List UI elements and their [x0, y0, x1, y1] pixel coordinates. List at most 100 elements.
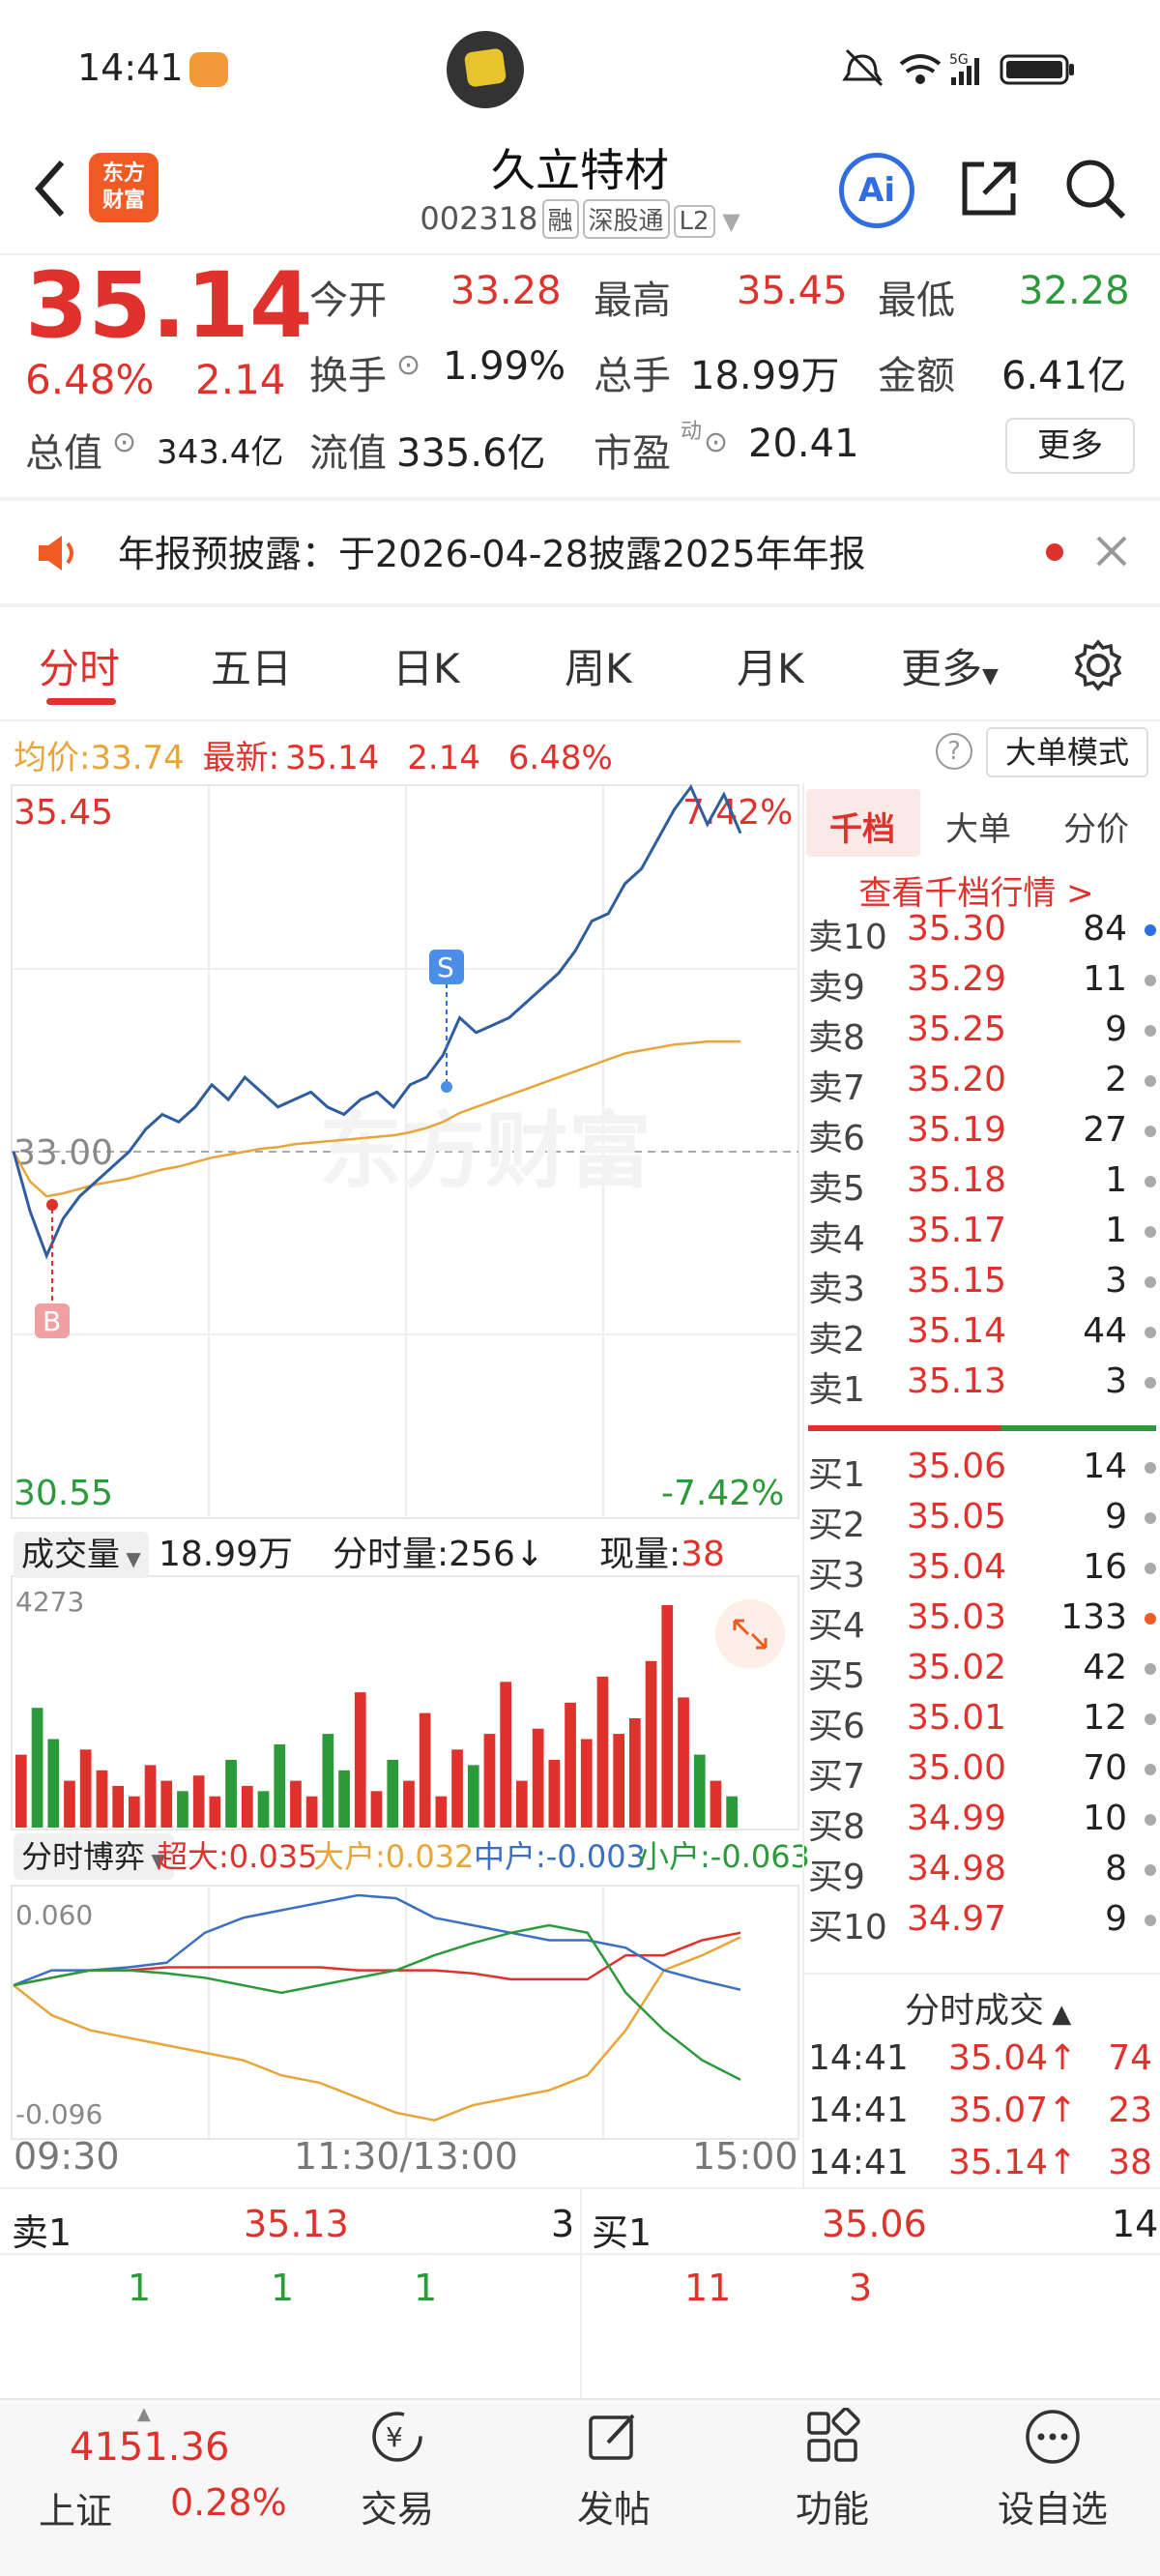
volume-bar [629, 1718, 641, 1828]
bottom-bar [0, 2398, 1160, 2576]
ask-row[interactable]: 卖1 35.13 3 [808, 1361, 1156, 1412]
back-icon[interactable] [27, 155, 75, 222]
big-label: 大户: [313, 1838, 386, 1875]
gear-icon[interactable] [1071, 638, 1125, 692]
tab-monthly-k[interactable]: 月K [737, 645, 804, 692]
volume-bar [548, 1760, 561, 1828]
info-dots-icon[interactable]: ⊙ [396, 348, 421, 382]
bid-row[interactable]: 买7 35.00 70 [808, 1748, 1156, 1799]
ask-row[interactable]: 卖5 35.18 1 [808, 1160, 1156, 1211]
tab-big-order[interactable]: 大单 [945, 810, 1011, 849]
help-icon[interactable]: ? [936, 733, 972, 770]
money-flow-select[interactable]: 分时博弈 ▼ [14, 1833, 174, 1880]
ask-row[interactable]: 卖6 35.19 27 [808, 1110, 1156, 1160]
sell-marker[interactable] [429, 950, 464, 984]
view-depth-link[interactable]: 查看千档行情 > [858, 874, 1094, 913]
bid-row[interactable]: 买10 34.97 9 [808, 1899, 1156, 1949]
buy-marker[interactable] [35, 1303, 70, 1338]
index-name[interactable]: 上证 [39, 2490, 113, 2532]
volume-bar [160, 1780, 173, 1828]
expand-button[interactable] [715, 1599, 785, 1669]
volume-bar [645, 1660, 657, 1828]
battery-icon [1000, 54, 1074, 85]
bid-price: 34.98 [907, 1849, 1007, 1888]
tab-more[interactable]: 更多▼ [901, 636, 999, 695]
amount-label: 金额 [878, 354, 955, 398]
triangle-down-icon[interactable]: ▼ [714, 208, 740, 235]
bid-level-label: 买9 [808, 1858, 865, 1897]
bid-row[interactable]: 买9 34.98 8 [808, 1849, 1156, 1899]
tab-5day[interactable]: 五日 [211, 645, 293, 692]
svg-text:¥: ¥ [386, 2421, 403, 2453]
ask-level-label: 卖4 [808, 1219, 865, 1259]
ask-row[interactable]: 卖3 35.15 3 [808, 1261, 1156, 1311]
ask-row[interactable]: 卖8 35.25 9 [808, 1010, 1156, 1060]
ask-price: 35.18 [907, 1160, 1007, 1200]
bid-row[interactable]: 买6 35.01 12 [808, 1698, 1156, 1748]
bid-row[interactable]: 买2 35.05 9 [808, 1497, 1156, 1547]
ai-button[interactable]: Ai [839, 153, 914, 228]
index-value[interactable]: 4151.36 [70, 2425, 230, 2470]
time-end: 15:00 [692, 2135, 798, 2178]
bid-price: 35.05 [907, 1497, 1007, 1537]
low-value: 32.28 [1019, 269, 1130, 313]
app-logo[interactable]: 东方 财富 [89, 153, 159, 222]
tab-intraday[interactable]: 分时 [39, 645, 121, 692]
trade-row[interactable]: 14:41 35.07↑ 23 [808, 2091, 1156, 2141]
info-dots-icon[interactable]: ⊙ [704, 425, 729, 459]
volume-bar [96, 1770, 108, 1828]
nav-post[interactable]: 发帖 [532, 2408, 696, 2532]
big-order-mode-button[interactable]: 大单模式 [986, 727, 1148, 777]
stock-code-row: 002318 融深股通 L2 ▼ [0, 199, 1160, 239]
tab-price-dist[interactable]: 分价 [1063, 810, 1129, 849]
bid-row[interactable]: 买1 35.06 14 [808, 1447, 1156, 1497]
money-flow-selector-label: 分时博弈 [21, 1838, 146, 1875]
share-icon[interactable] [955, 155, 1023, 222]
volume-bar [129, 1796, 140, 1828]
mid-label: 中户: [474, 1838, 546, 1875]
volume-indicator-select[interactable]: 成交量 ▼ [14, 1532, 149, 1578]
volume-bar [192, 1775, 205, 1828]
intraday-chart[interactable]: 东方财富 35.45 7.42% 33.00 30.55 -7.42% S B … [0, 783, 802, 2185]
ask-row[interactable]: 卖4 35.17 1 [808, 1211, 1156, 1261]
bid-level-label: 买10 [808, 1908, 887, 1947]
ask-qty: 84 [1083, 909, 1127, 949]
ask-row[interactable]: 卖10 35.30 84 [808, 909, 1156, 959]
bid-row[interactable]: 买4 35.03 133 [808, 1597, 1156, 1648]
nav-function[interactable]: 功能 [750, 2407, 914, 2532]
tab-daily-k[interactable]: 日K [392, 645, 460, 692]
bid-level-label: 买6 [808, 1707, 865, 1746]
info-dots-icon[interactable]: ⊙ [112, 425, 137, 459]
trade-time: 14:41 [808, 2038, 909, 2078]
trade-row[interactable]: 14:41 35.14↑ 38 [808, 2143, 1156, 2193]
divider [0, 497, 1160, 501]
ask-row[interactable]: 卖7 35.20 2 [808, 1060, 1156, 1110]
nav-trade[interactable]: ¥ 交易 [315, 2408, 479, 2532]
triangle-up-icon: ▲ [1044, 2000, 1072, 2029]
bid-price: 35.04 [907, 1547, 1007, 1587]
more-button[interactable]: 更多 [1005, 418, 1135, 474]
pe-superscript: 动 [681, 420, 703, 444]
search-icon[interactable] [1061, 155, 1129, 222]
trade-time: 14:41 [808, 2091, 909, 2130]
tab-depth[interactable]: 千档 [829, 810, 895, 849]
notice-text[interactable]: 年报预披露：于2026-04-28披露2025年年报 [118, 533, 866, 575]
bid-row[interactable]: 买5 35.02 42 [808, 1648, 1156, 1698]
ask-row[interactable]: 卖9 35.29 11 [808, 959, 1156, 1010]
bid-row[interactable]: 买3 35.04 16 [808, 1547, 1156, 1597]
trade-row[interactable]: 14:41 35.04↑ 74 [808, 2038, 1156, 2089]
ask-row[interactable]: 卖2 35.14 44 [808, 1311, 1156, 1361]
close-icon[interactable] [1092, 532, 1131, 571]
volume-bar [435, 1796, 448, 1828]
ask-dot [1145, 1377, 1156, 1389]
level1-ask-qty: 3 [551, 2203, 575, 2245]
nav-add-watchlist[interactable]: 设自选 [971, 2408, 1135, 2532]
trades-title-label: 分时成交 [905, 1991, 1045, 2031]
time-start: 09:30 [14, 2135, 120, 2178]
tab-weekly-k[interactable]: 周K [565, 645, 632, 692]
index-percent[interactable]: 0.28% [170, 2481, 287, 2524]
bid-row[interactable]: 买8 34.99 10 [808, 1799, 1156, 1849]
trades-title[interactable]: 分时成交 ▲ [905, 1982, 1071, 2033]
ask-level-label: 卖8 [808, 1018, 865, 1058]
current-volume-label: 现量: [599, 1535, 682, 1574]
